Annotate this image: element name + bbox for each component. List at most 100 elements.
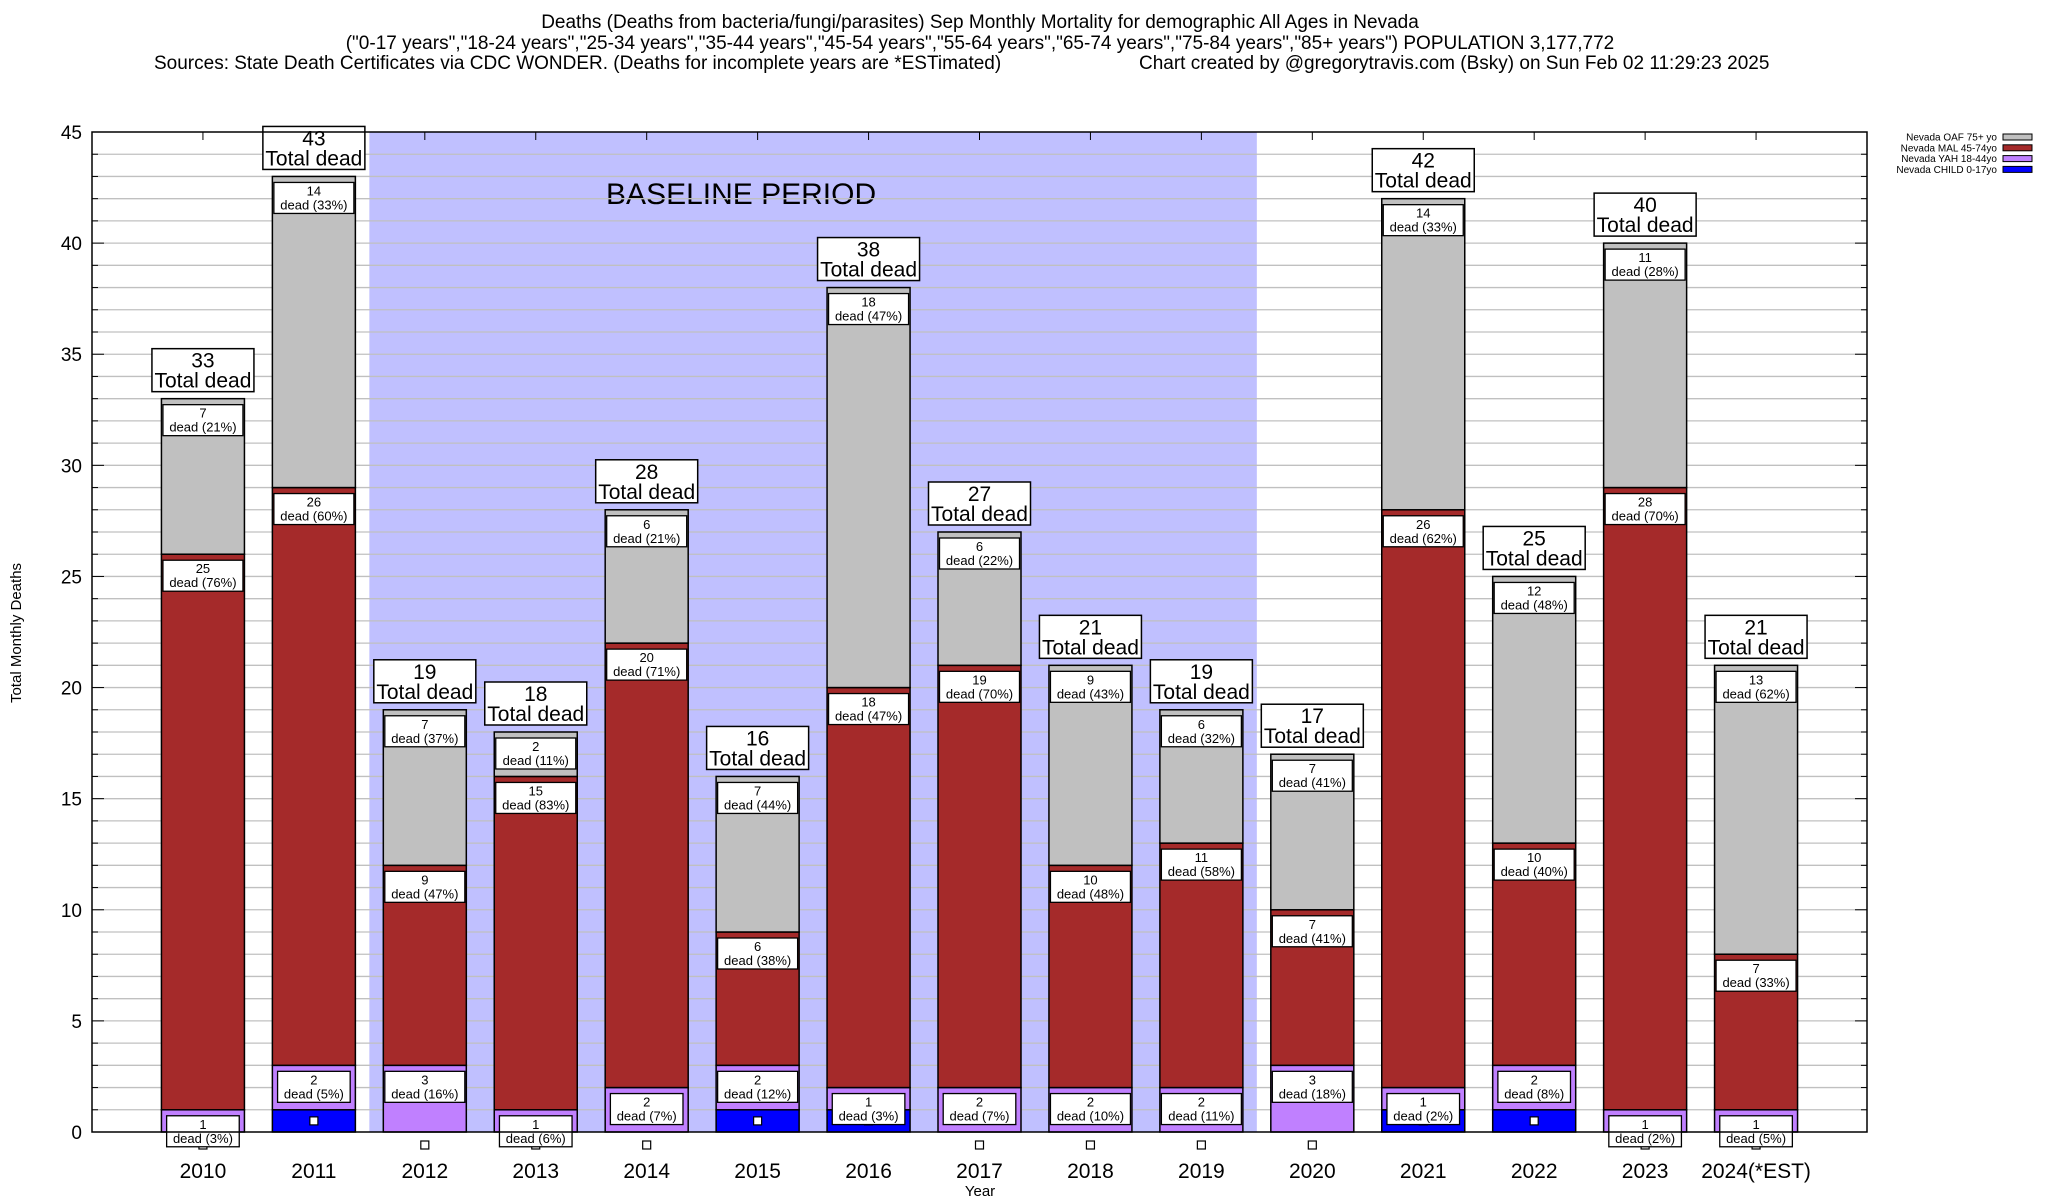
segment-label-box — [162, 559, 244, 592]
segment-label-box — [1049, 870, 1132, 903]
segment-label-box — [831, 1092, 906, 1126]
x-tick-label: 2021 — [1400, 1160, 1447, 1183]
child-marker — [420, 1140, 430, 1150]
segment-label-count: 2 — [1087, 1095, 1094, 1110]
segment-label-count: 3 — [1309, 1072, 1316, 1087]
bar-segment-mal — [826, 686, 911, 1089]
segment-label-percent: dead (47%) — [835, 709, 902, 724]
total-label-text: Total dead — [1708, 636, 1805, 659]
y-tick-label: 40 — [61, 234, 82, 255]
segment-label-box — [1715, 959, 1797, 992]
segment-label-percent: dead (43%) — [1057, 686, 1124, 701]
y-tick-label: 0 — [71, 1123, 82, 1144]
segment-label-percent: dead (76%) — [169, 575, 236, 590]
segment-label-percent: dead (62%) — [1390, 531, 1457, 546]
x-tick-label: 2010 — [180, 1160, 227, 1183]
segment-label-percent: dead (2%) — [1615, 1131, 1675, 1146]
segment-label-count: 20 — [639, 650, 653, 665]
segment-label-percent: dead (3%) — [839, 1109, 899, 1124]
segment-label-count: 6 — [754, 939, 761, 954]
segment-label-count: 9 — [1087, 672, 1094, 687]
segment-label-box — [1715, 670, 1797, 703]
segment-label-count: 10 — [1083, 872, 1097, 887]
bar-segment-oaf — [1491, 575, 1577, 844]
x-tick-label: 2018 — [1067, 1160, 1114, 1183]
segment-label-count: 28 — [1638, 495, 1652, 510]
segment-label-box — [276, 1070, 351, 1103]
total-label-count: 38 — [857, 239, 880, 262]
total-label-count: 27 — [968, 483, 991, 506]
child-marker — [974, 1140, 985, 1150]
sources-note: Sources: State Death Certificates via CD… — [154, 53, 1002, 74]
segment-label-percent: dead (7%) — [950, 1109, 1010, 1124]
segment-label-count: 2 — [1198, 1095, 1205, 1110]
bar-segment-mal — [937, 664, 1022, 1089]
bar-segment-oaf — [271, 175, 357, 489]
y-axis-label: Total Monthly Deaths — [8, 563, 25, 703]
y-tick-label: 20 — [61, 679, 82, 700]
x-axis-label: Year — [965, 1183, 995, 1200]
child-marker — [1529, 1116, 1539, 1126]
segment-label-count: 2 — [976, 1095, 983, 1110]
segment-label-percent: dead (5%) — [284, 1086, 344, 1101]
segment-label-percent: dead (62%) — [1722, 686, 1789, 701]
segment-label-count: 2 — [532, 739, 539, 754]
total-label-text: Total dead — [154, 370, 251, 393]
segment-label-percent: dead (12%) — [724, 1086, 791, 1101]
segment-label-box — [1160, 1092, 1243, 1126]
segment-label-count: 19 — [972, 672, 986, 687]
segment-label-count: 1 — [865, 1095, 872, 1110]
segment-label-percent: dead (41%) — [1279, 931, 1346, 946]
segment-label-percent: dead (44%) — [724, 797, 791, 812]
segment-label-box — [938, 537, 1021, 570]
total-label-count: 33 — [191, 350, 214, 373]
bar-segment-oaf — [826, 286, 911, 689]
segment-label-count: 6 — [643, 517, 650, 532]
segment-label-percent: dead (58%) — [1168, 864, 1235, 879]
x-tick-label: 2022 — [1511, 1160, 1558, 1183]
segment-label-box — [942, 1092, 1017, 1126]
total-label-count: 43 — [302, 127, 325, 150]
segment-label-count: 6 — [976, 539, 983, 554]
total-label-text: Total dead — [1375, 170, 1472, 193]
y-tick-label: 10 — [61, 901, 82, 922]
segment-label-percent: dead (71%) — [613, 664, 680, 679]
y-tick-label: 15 — [61, 790, 82, 811]
segment-label-box — [1604, 492, 1686, 526]
segment-label-percent: dead (3%) — [173, 1131, 233, 1146]
segment-label-percent: dead (2%) — [1393, 1109, 1453, 1124]
segment-label-count: 18 — [861, 295, 875, 310]
bar-segment-mal — [493, 775, 578, 1111]
total-label-box — [927, 481, 1032, 526]
segment-label-box — [716, 1070, 799, 1103]
segment-label-count: 7 — [1752, 961, 1759, 976]
segment-label-box — [1493, 848, 1575, 881]
total-label-box — [373, 659, 477, 704]
total-label-text: Total dead — [1264, 725, 1361, 748]
legend-label: Nevada MAL 45-74yo — [1901, 143, 1998, 154]
segment-label-percent: dead (70%) — [1612, 509, 1679, 524]
x-tick-label: 2013 — [512, 1160, 559, 1183]
x-tick-label: 2014 — [623, 1160, 670, 1183]
segment-label-percent: dead (10%) — [1057, 1109, 1124, 1124]
total-label-box — [1593, 192, 1697, 237]
legend-swatch — [2002, 133, 2033, 141]
total-label-count: 19 — [413, 661, 436, 684]
segment-label-percent: dead (48%) — [1057, 886, 1124, 901]
legend-label: Nevada OAF 75+ yo — [1906, 133, 1997, 144]
total-label-text: Total dead — [820, 259, 917, 282]
segment-label-box — [1382, 515, 1464, 548]
segment-label-count: 13 — [1749, 672, 1763, 687]
segment-label-count: 7 — [1309, 917, 1316, 932]
total-label-box — [1704, 614, 1808, 660]
segment-label-count: 12 — [1527, 583, 1541, 598]
child-marker — [753, 1116, 763, 1126]
segment-label-percent: dead (47%) — [391, 886, 458, 901]
bar-segment-mal — [1159, 842, 1244, 1089]
bar-segment-oaf — [1602, 242, 1688, 489]
segment-label-percent: dead (33%) — [280, 197, 347, 212]
segment-label-percent: dead (70%) — [946, 686, 1013, 701]
credit-note: Chart created by @gregorytravis.com (Bsk… — [1139, 53, 1770, 74]
segment-label-percent: dead (11%) — [1168, 1109, 1234, 1124]
